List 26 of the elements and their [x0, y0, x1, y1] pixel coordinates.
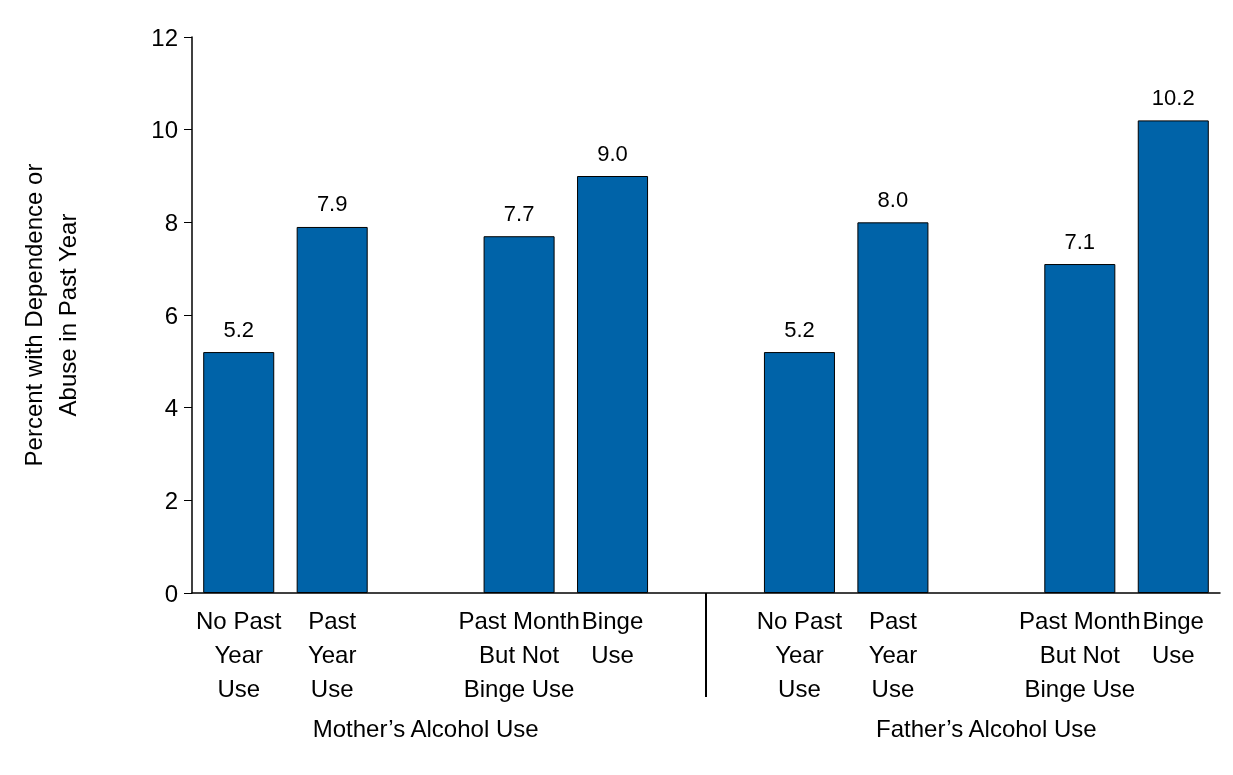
- data-label: 7.1: [1064, 228, 1096, 254]
- data-label: 5.2: [223, 316, 255, 342]
- y-tick-label: 2: [164, 486, 178, 514]
- text: Mother’s Alcohol Use: [312, 714, 539, 742]
- text: Father’s Alcohol Use: [876, 714, 1097, 742]
- y-tick-label: 4: [164, 394, 178, 422]
- x-tick-label: Binge Use: [581, 606, 644, 668]
- y-tick-label: 10: [151, 116, 178, 144]
- y-tick-label: 8: [164, 208, 178, 236]
- data-label: 10.2: [1151, 84, 1195, 110]
- x-tick-label: Past Month But Not Binge Use: [458, 606, 580, 702]
- x-tick-label: Past Month But Not Binge Use: [1019, 606, 1141, 702]
- y-tick-label: 6: [164, 301, 178, 329]
- x-tick-label: Binge Use: [1142, 606, 1204, 668]
- data-label: 7.9: [316, 191, 348, 217]
- data-label: 5.2: [784, 316, 815, 342]
- x-tick-label: No Past Year Use: [196, 606, 282, 702]
- x-tick-label: Past Year Use: [307, 606, 357, 702]
- x-tick-label: Past Year Use: [868, 606, 918, 702]
- x-tick-label: No Past Year Use: [756, 606, 843, 702]
- data-label: 9.0: [597, 140, 628, 166]
- data-label: 8.0: [877, 186, 909, 212]
- y-tick-label: 12: [151, 23, 178, 51]
- y-axis-title: Percent with Dependence or Abuse in Past Year: [19, 163, 81, 467]
- data-label: 7.7: [503, 200, 535, 226]
- y-tick-label: 0: [164, 579, 178, 607]
